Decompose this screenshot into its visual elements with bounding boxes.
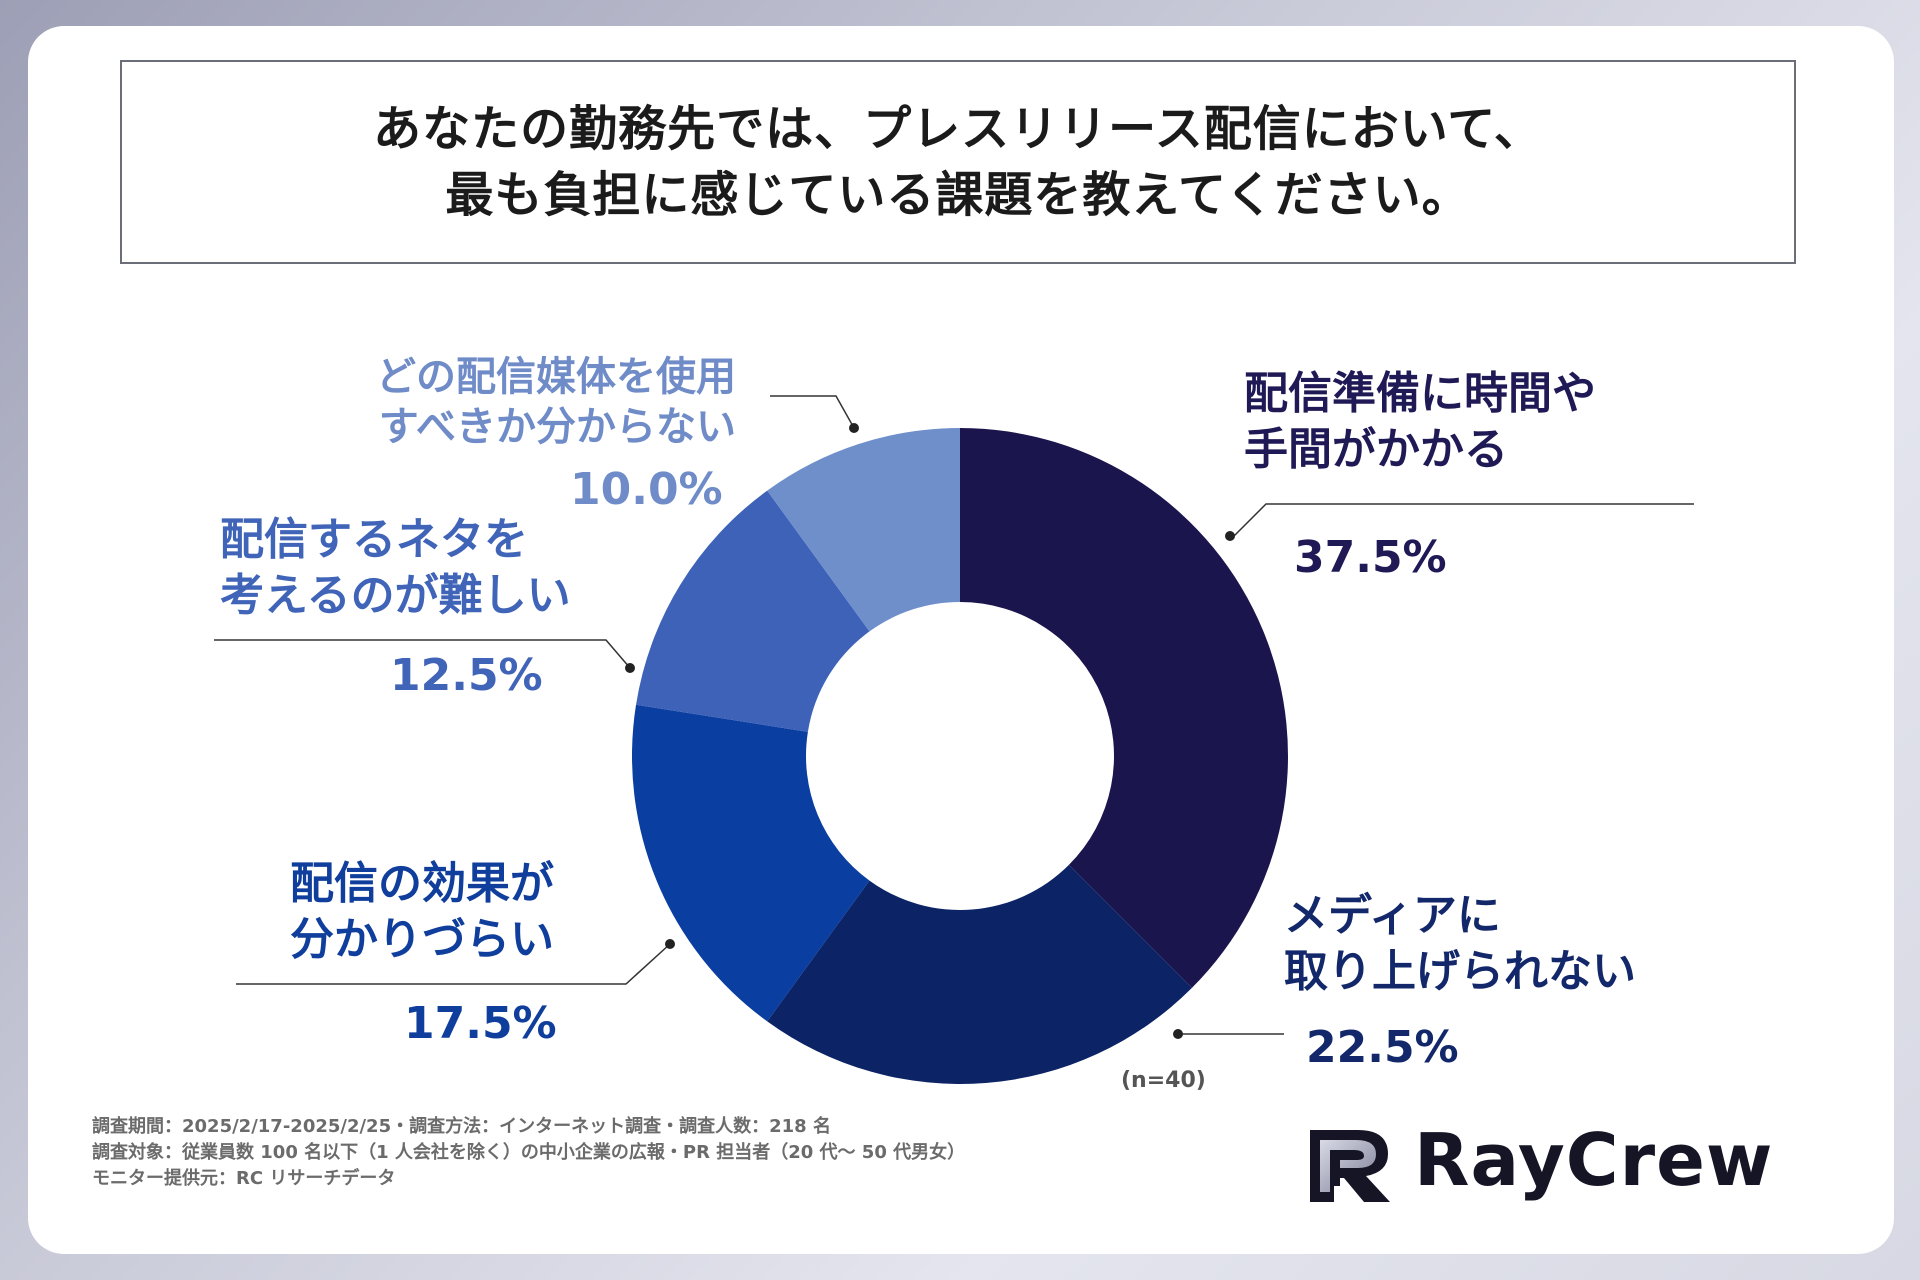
sample-size-note: (n=40) (1121, 1068, 1206, 1093)
question-title-line-2: 最も負担に感じている課題を教えてください。 (445, 167, 1471, 223)
label-slice-0-line-2: 手間がかかる (1244, 424, 1508, 475)
value-label-slice-2: 17.5% (404, 998, 557, 1049)
label-slice-2-line-2: 分かりづらい (290, 914, 554, 965)
leader-dot-4 (849, 423, 859, 433)
label-slice-2-line-1: 配信の効果が (290, 858, 554, 909)
raycrew-logo: RayCrew (1300, 1110, 1773, 1210)
label-slice-3-line-2: 考えるのが難しい (220, 570, 571, 621)
label-slice-1-line-1: メディアに (1284, 890, 1501, 941)
value-slice-3: 12.5% (390, 648, 543, 704)
leader-line-2 (236, 943, 671, 985)
label-slice-0: 配信準備に時間や 手間がかかる (1244, 366, 1596, 478)
label-slice-4-line-2: すべきか分からない (378, 404, 736, 450)
value-label-slice-1: 22.5% (1306, 1022, 1459, 1073)
donut-slice-3 (636, 490, 870, 732)
label-slice-3-line-1: 配信するネタを (220, 514, 528, 565)
value-label-slice-0: 37.5% (1294, 532, 1447, 583)
label-slice-0-line-1: 配信準備に時間や (1244, 368, 1596, 419)
donut-slice-4 (767, 428, 960, 632)
leader-dot-3 (625, 663, 635, 673)
label-slice-4-line-1: どの配信媒体を使用 (376, 354, 736, 400)
leader-line-3 (214, 639, 631, 669)
value-label-slice-3: 12.5% (390, 650, 543, 701)
label-slice-3: 配信するネタを 考えるのが難しい (220, 512, 571, 624)
leader-line-0 (1233, 503, 1694, 537)
footer-line-1: 調査期間：2025/2/17-2025/2/25・調査方法：インターネット調査・… (92, 1116, 831, 1137)
label-slice-2: 配信の効果が 分かりづらい (290, 856, 554, 968)
donut-slice-2 (632, 704, 870, 1022)
footer-line-3: モニター提供元：RC リサーチデータ (92, 1168, 396, 1189)
value-slice-4: 10.0% (570, 462, 723, 518)
value-label-slice-4: 10.0% (570, 464, 723, 515)
raycrew-logo-text: RayCrew (1414, 1118, 1774, 1202)
value-slice-1: 22.5% (1306, 1020, 1459, 1076)
raycrew-logo-mark-icon (1310, 1130, 1390, 1202)
label-slice-1-line-2: 取り上げられない (1284, 946, 1636, 997)
leader-line-4 (770, 395, 855, 429)
donut-slice-1 (767, 864, 1192, 1084)
question-title-line-1: あなたの勤務先では、プレスリリース配信において、 (373, 101, 1543, 157)
footer-line-2: 調査対象：従業員数 100 名以下（1 人会社を除く）の中小企業の広報・PR 担… (92, 1142, 966, 1163)
leader-dot-0 (1225, 531, 1235, 541)
label-slice-1: メディアに 取り上げられない (1284, 888, 1636, 1000)
survey-footer: 調査期間：2025/2/17-2025/2/25・調査方法：インターネット調査・… (92, 1114, 965, 1192)
label-slice-4: どの配信媒体を使用 すべきか分からない (376, 352, 736, 452)
leader-dot-2 (665, 939, 675, 949)
value-slice-2: 17.5% (404, 996, 557, 1052)
donut-slice-0 (960, 428, 1288, 988)
leader-dot-1 (1173, 1029, 1183, 1039)
value-slice-0: 37.5% (1294, 530, 1447, 586)
question-title-box: あなたの勤務先では、プレスリリース配信において、 最も負担に感じている課題を教え… (120, 60, 1796, 264)
